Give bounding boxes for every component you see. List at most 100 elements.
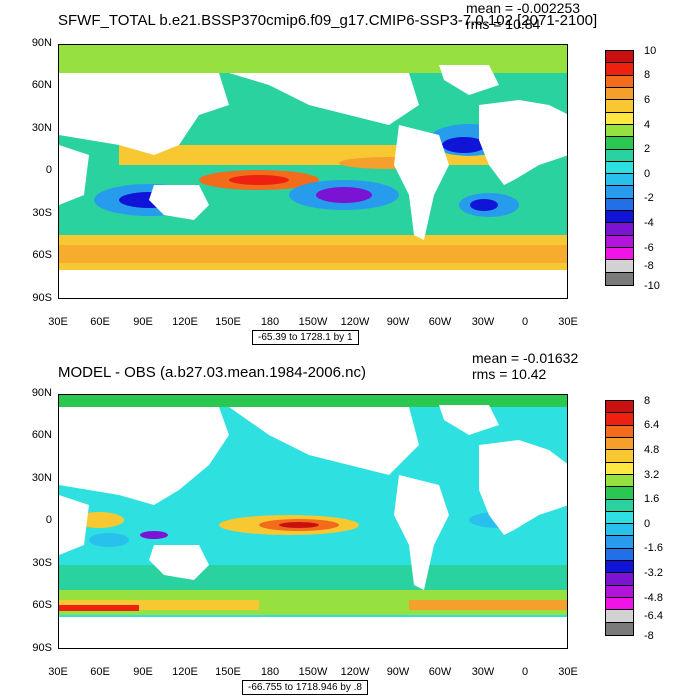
- lon-tick: 0: [521, 666, 529, 678]
- colorbar-swatch: [606, 137, 633, 150]
- colorbar-label: 2: [644, 143, 651, 155]
- panel-top: SFWF_TOTAL b.e21.BSSP370cmip6.f09_g17.CM…: [31, 0, 660, 345]
- lon-tick: 150E: [215, 316, 241, 328]
- map-field: [59, 395, 567, 648]
- lon-tick: 30W: [471, 316, 495, 328]
- lat-tick: 30S: [32, 207, 52, 219]
- colorbar-swatch: [606, 610, 633, 623]
- colorbar-label: -3.2: [644, 567, 663, 579]
- lat-tick: 30N: [31, 472, 52, 484]
- map-top: [58, 44, 568, 299]
- colorbar-label: 8: [644, 395, 651, 407]
- colorbar-label: 6.4: [644, 419, 660, 431]
- lon-tick: 90E: [133, 316, 153, 328]
- lon-tick: 0: [521, 316, 529, 328]
- lon-tick: 90E: [133, 666, 153, 678]
- colorbar-swatch: [606, 100, 633, 113]
- lat-tick: 90S: [32, 642, 52, 654]
- colorbar-label: 1.6: [644, 493, 660, 505]
- colorbar-label: -10: [644, 280, 660, 292]
- rms-value: rms = 10.84: [466, 16, 541, 32]
- colorbar-swatch: [606, 548, 633, 562]
- panel-bottom: MODEL - OBS (a.b27.03.mean.1984-2006.nc)…: [0, 350, 700, 700]
- lon-tick: 30E: [558, 316, 578, 328]
- colorbar-swatch: [606, 573, 633, 586]
- colorbar-label: 4.8: [644, 444, 660, 456]
- lon-tick: 30W: [471, 666, 495, 678]
- colorbar-swatch: [606, 174, 633, 187]
- contour-range-box: -66.755 to 1718.946 by .8: [242, 680, 368, 695]
- colorbar-swatch: [606, 260, 633, 273]
- colorbar-label: 3.2: [644, 469, 660, 481]
- colorbar-swatch: [606, 474, 633, 488]
- colorbar-swatch: [606, 401, 633, 414]
- lon-tick: 120W: [340, 316, 370, 328]
- colorbar-label: -6.4: [644, 610, 663, 622]
- colorbar-swatch: [606, 75, 633, 88]
- colorbar-swatch: [606, 598, 633, 611]
- colorbar-swatch: [606, 425, 633, 438]
- colorbar-swatch: [606, 499, 633, 512]
- mean-value: mean = -0.01632: [472, 350, 579, 366]
- colorbar-swatch: [606, 235, 633, 248]
- lat-tick: 90N: [31, 387, 52, 399]
- colorbar-swatch: [606, 585, 633, 598]
- colorbar-swatch: [606, 124, 633, 138]
- lon-tick: 120E: [172, 316, 198, 328]
- lat-tick: 30S: [32, 557, 52, 569]
- plot-title: SFWF_TOTAL b.e21.BSSP370cmip6.f09_g17.CM…: [58, 12, 598, 29]
- colorbar-swatch: [606, 437, 633, 451]
- colorbar-swatch: [606, 51, 633, 64]
- lon-tick: 90W: [386, 666, 410, 678]
- colorbar-label: -1.6: [644, 542, 663, 554]
- lat-tick: 90N: [31, 37, 52, 49]
- lon-tick: 150W: [298, 316, 328, 328]
- colorbar-swatch: [606, 487, 633, 500]
- colorbar-swatch: [606, 161, 633, 175]
- lon-tick: 30E: [558, 666, 578, 678]
- colorbar-label: -2: [644, 192, 654, 204]
- colorbar-label: -8: [644, 630, 654, 642]
- colorbar-swatch: [606, 450, 633, 463]
- colorbar-swatch: [606, 149, 633, 162]
- colorbar-label: -4: [644, 217, 654, 229]
- colorbar: [605, 400, 634, 636]
- lon-tick: 180: [260, 666, 280, 678]
- colorbar-swatch: [606, 112, 633, 125]
- contour-range-box: -65.39 to 1728.1 by 1: [252, 330, 359, 345]
- lon-tick: 60W: [428, 316, 452, 328]
- colorbar-swatch: [606, 536, 633, 549]
- lat-tick: 0: [45, 164, 52, 176]
- lon-tick: 150W: [298, 666, 328, 678]
- colorbar-swatch: [606, 248, 633, 261]
- colorbar-label: 8: [644, 69, 651, 81]
- colorbar-label: -8: [644, 260, 654, 272]
- colorbar-swatch: [606, 622, 633, 635]
- lat-tick: 60N: [31, 429, 52, 441]
- lon-tick: 120E: [172, 666, 198, 678]
- lat-tick: 0: [45, 514, 52, 526]
- lat-tick: 90S: [32, 292, 52, 304]
- colorbar-label: 0: [644, 518, 651, 530]
- colorbar-label: 6: [644, 94, 651, 106]
- colorbar-label: 10: [644, 45, 657, 57]
- lon-tick: 60E: [90, 666, 110, 678]
- map-field: [59, 45, 567, 298]
- map-bottom: [58, 394, 568, 649]
- colorbar-label: 0: [644, 168, 651, 180]
- colorbar-swatch: [606, 462, 633, 475]
- lon-tick: 30E: [48, 316, 68, 328]
- lon-tick: 180: [260, 316, 280, 328]
- lon-tick: 60W: [428, 666, 452, 678]
- colorbar-swatch: [606, 524, 633, 537]
- colorbar-swatch: [606, 211, 633, 224]
- lon-tick: 30E: [48, 666, 68, 678]
- colorbar-swatch: [606, 186, 633, 199]
- colorbar-swatch: [606, 87, 633, 101]
- colorbar: [605, 50, 634, 286]
- colorbar-label: -4.8: [644, 592, 663, 604]
- lat-tick: 60N: [31, 79, 52, 91]
- lat-tick: 60S: [32, 249, 52, 261]
- mean-value: mean = -0.002253: [466, 0, 581, 16]
- colorbar-swatch: [606, 272, 633, 285]
